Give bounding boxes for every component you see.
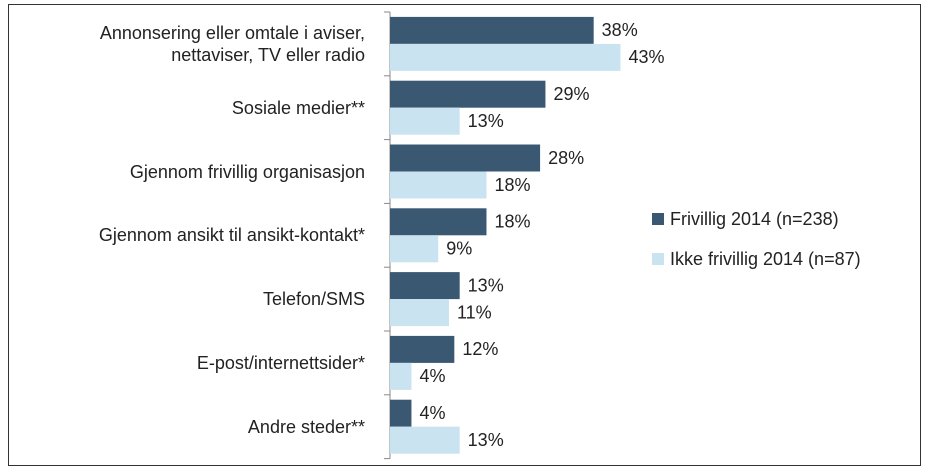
value-label: 38% [602, 20, 638, 40]
category-label: Sosiale medier** [231, 97, 365, 118]
bar [390, 399, 412, 427]
bar [390, 80, 546, 108]
bar [390, 362, 412, 390]
legend-swatch [652, 213, 664, 225]
bar [390, 107, 460, 135]
value-label: 4% [419, 403, 445, 423]
legend-label: Frivillig 2014 (n=238) [670, 209, 839, 229]
bar [390, 171, 487, 199]
value-label: 18% [494, 175, 530, 195]
bar [390, 16, 594, 44]
frame [8, 4, 921, 466]
legend-label: Ikke frivillig 2014 (n=87) [670, 249, 861, 269]
value-label: 18% [494, 212, 530, 232]
bar [390, 208, 487, 236]
value-label: 13% [468, 111, 504, 131]
bar [390, 299, 449, 327]
value-label: 9% [446, 239, 472, 259]
category-label: Telefon/SMS [262, 289, 365, 310]
category-label: Annonsering eller omtale i aviser, netta… [99, 22, 365, 65]
bar [390, 43, 621, 71]
value-label: 4% [419, 366, 445, 386]
value-label: 11% [457, 302, 492, 322]
value-label: 12% [462, 339, 498, 359]
legend-swatch [652, 253, 664, 265]
value-label: 28% [548, 148, 584, 168]
bar [390, 235, 439, 263]
bar [390, 426, 460, 454]
value-label: 13% [468, 430, 504, 450]
category-label: Andre steder** [247, 416, 365, 437]
bar [390, 335, 455, 363]
value-label: 13% [468, 275, 504, 295]
category-label: Gjennom ansikt til ansikt-kontakt* [98, 225, 365, 246]
category-label: E-post/internettsider* [196, 352, 365, 373]
value-label: 29% [553, 84, 589, 104]
category-label: Gjennom frivillig organisasjon [129, 161, 365, 182]
bar [390, 144, 541, 172]
value-label: 43% [628, 47, 664, 67]
bar [390, 272, 460, 300]
